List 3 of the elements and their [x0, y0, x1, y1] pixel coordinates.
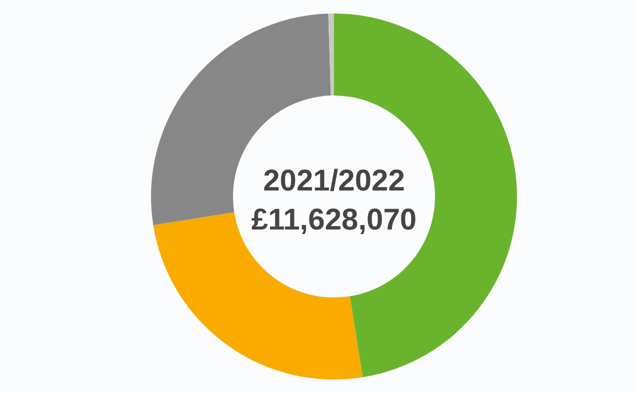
text: 2021/2022 — [263, 164, 405, 198]
donut-slice — [328, 14, 334, 96]
text: £11,628,070 — [251, 204, 417, 236]
